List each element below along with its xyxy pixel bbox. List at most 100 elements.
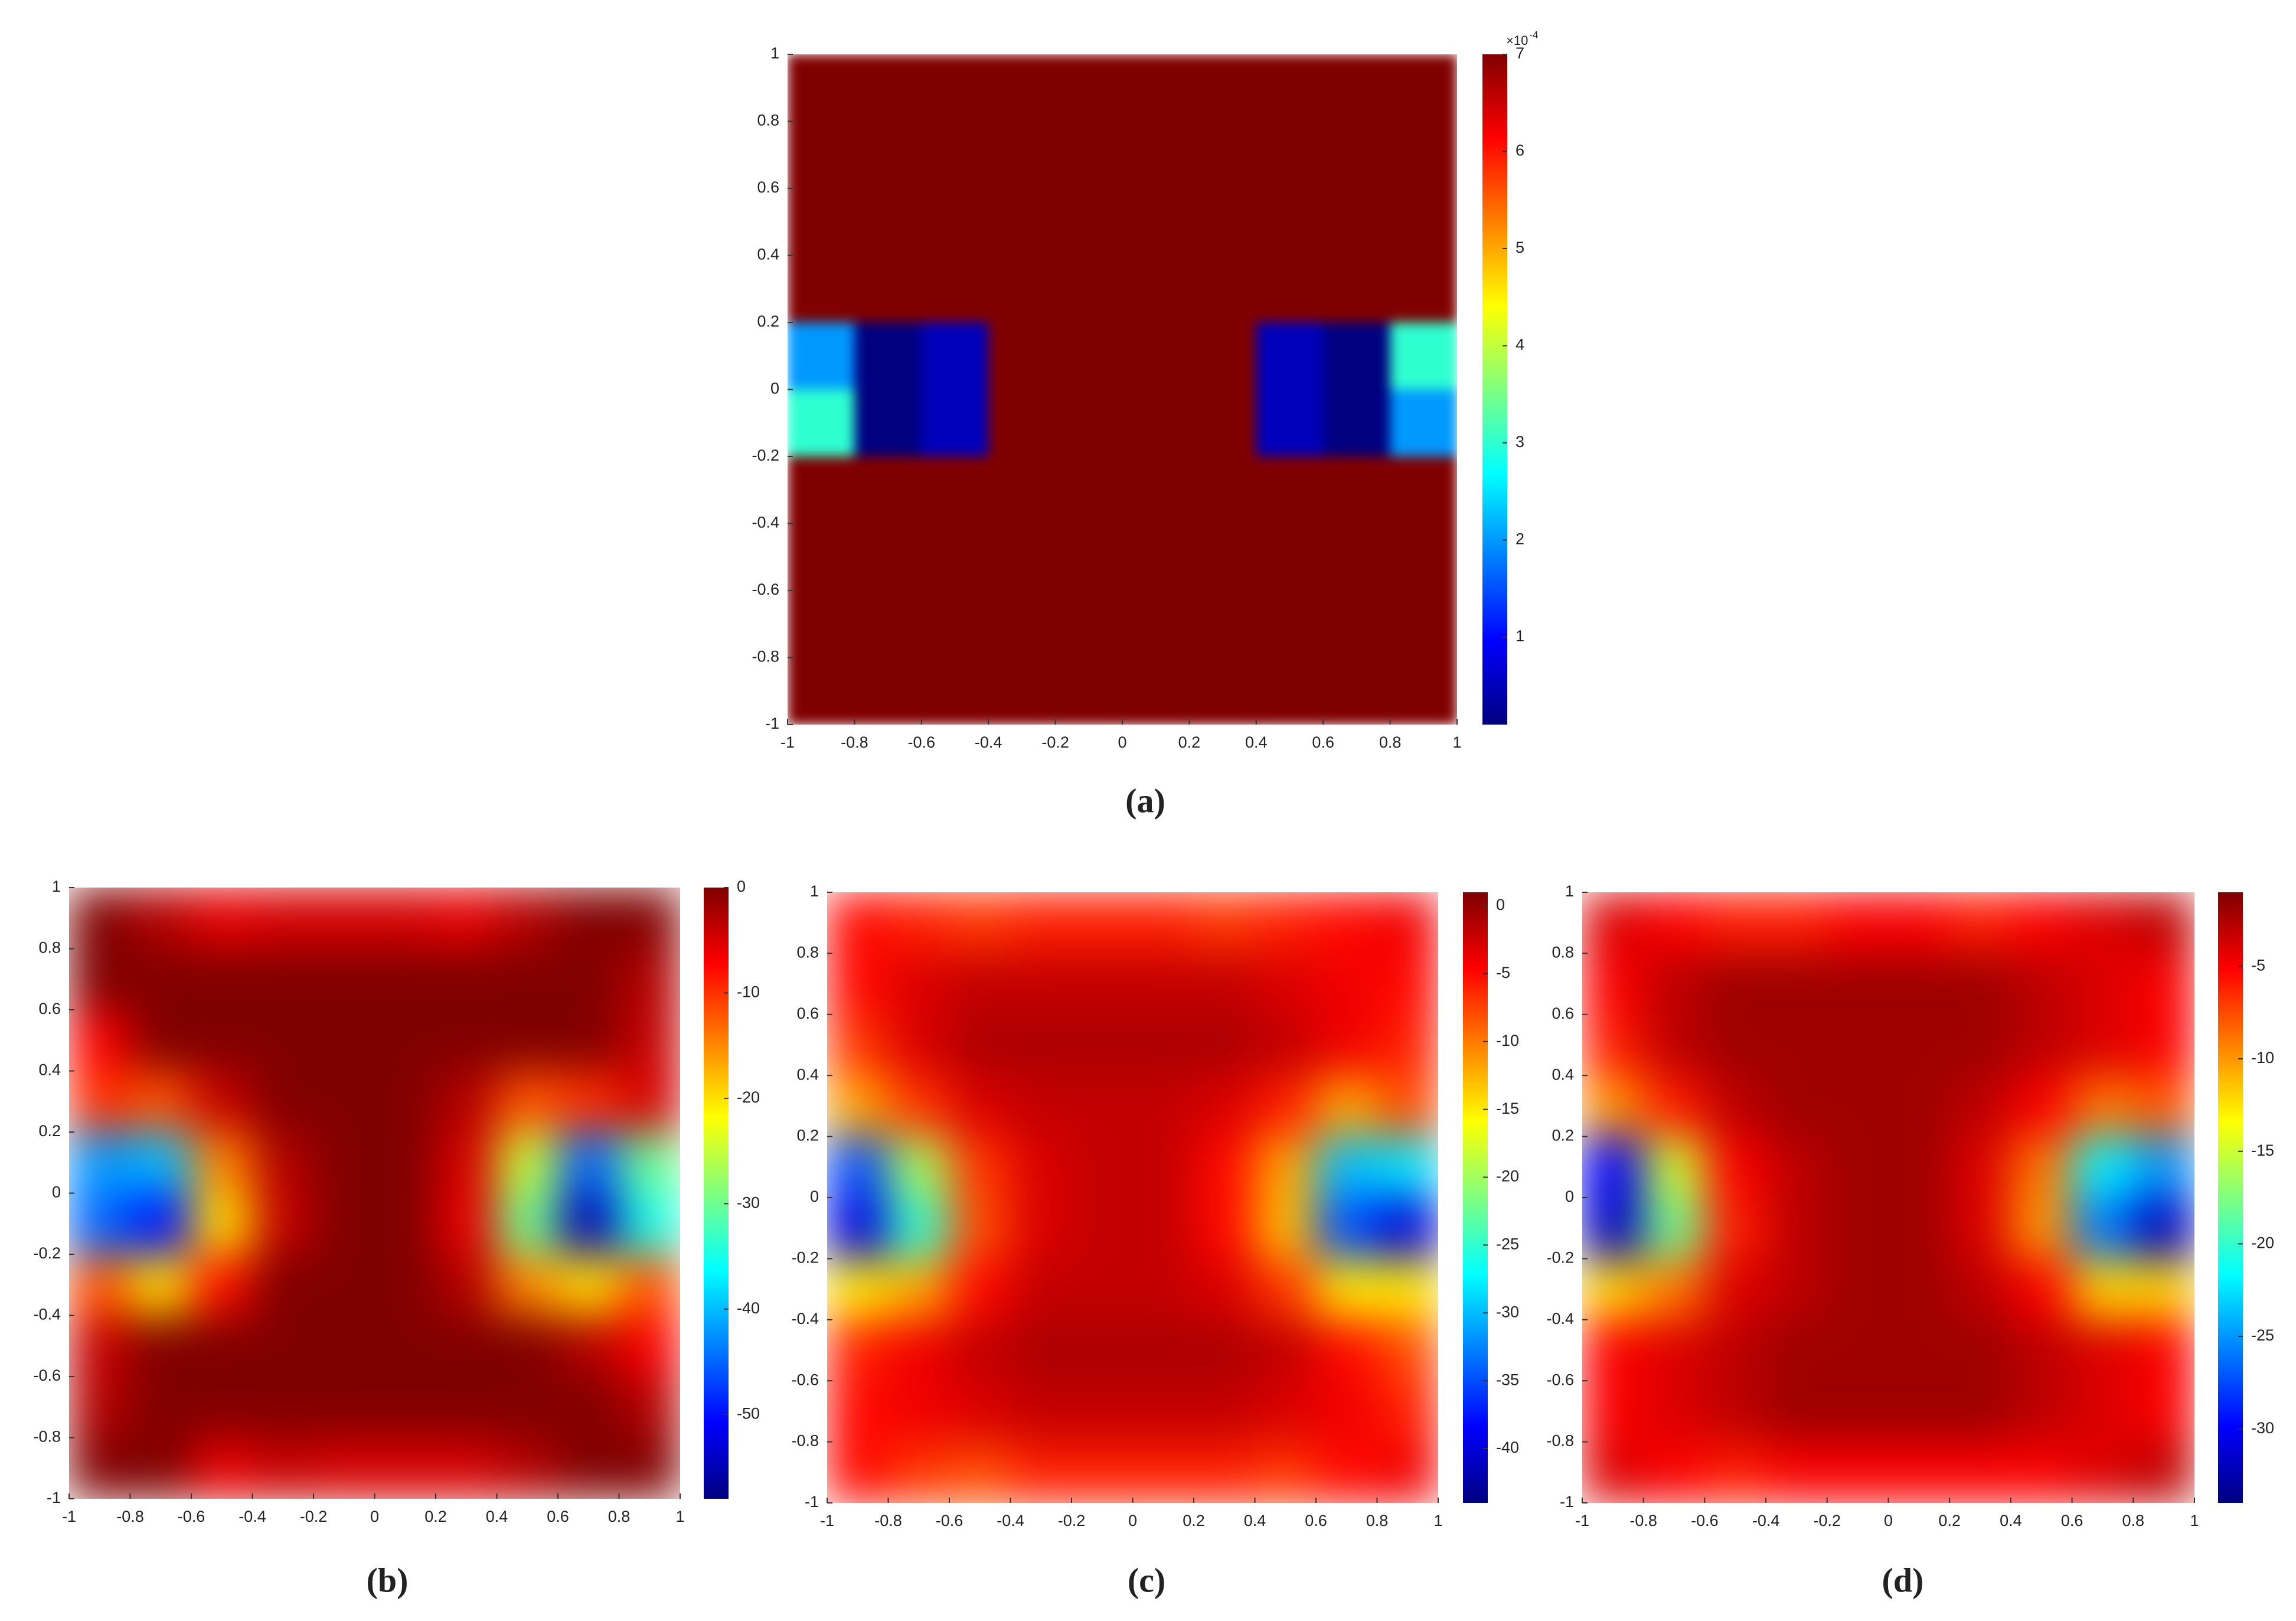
heatmap-cell <box>619 1377 680 1438</box>
heatmap-cell <box>1704 1136 1766 1198</box>
heatmap-cell <box>827 1075 889 1137</box>
heatmap-cell <box>1010 1258 1072 1320</box>
heatmap-cell <box>1643 1075 1705 1137</box>
y-tick-label: 0.8 <box>38 939 61 957</box>
heatmap-cell <box>313 1315 375 1377</box>
heatmap-cell <box>1390 188 1457 256</box>
heatmap-cell <box>921 322 989 390</box>
heatmap-cell <box>2133 892 2194 954</box>
heatmap-cell <box>130 888 192 949</box>
y-tick-label: 1 <box>810 882 819 900</box>
heatmap-cell <box>1255 1381 1317 1443</box>
y-tick-label: -0.4 <box>1546 1310 1574 1328</box>
colorbar-exponent: -4 <box>1529 29 1538 40</box>
x-tick-label: -0.8 <box>1629 1512 1657 1529</box>
heatmap-cell <box>827 1441 889 1503</box>
heatmap-cell <box>1072 1381 1133 1443</box>
colorbar-tick-label: 0 <box>1496 896 1505 914</box>
heatmap-cell <box>313 1254 375 1316</box>
heatmap-cell <box>1055 322 1123 390</box>
x-tick-label: 0.6 <box>1312 733 1334 751</box>
y-tick-label: -0.2 <box>791 1249 819 1267</box>
heatmap-cell <box>888 1014 950 1076</box>
heatmap-cell <box>1704 1381 1766 1443</box>
y-tick-label: 0.6 <box>796 1004 819 1022</box>
panel: -1 -0.8 -0.6 -0.4 -0.2 0 0.2 0.4 0.6 0.8 1 -1 -0.8 -0… <box>752 29 1538 820</box>
heatmap-cell <box>619 1315 680 1377</box>
heatmap-cell <box>1582 1258 1644 1320</box>
heatmap-cell <box>313 1010 375 1071</box>
heatmap-cell <box>1766 1258 1828 1320</box>
x-tick-label: -0.2 <box>1041 733 1069 751</box>
heatmap-cell <box>1256 188 1324 256</box>
heatmap-cell <box>1949 1381 2011 1443</box>
heatmap-cell <box>854 456 922 524</box>
heatmap-cell <box>1582 1319 1644 1381</box>
heatmap-cell <box>1189 389 1257 457</box>
heatmap-cell <box>1390 456 1457 524</box>
heatmap-cell <box>374 1071 436 1133</box>
heatmap-cell <box>1194 1381 1255 1443</box>
heatmap-cell <box>949 953 1011 1015</box>
heatmap-cell <box>1194 1136 1255 1198</box>
y-tick-label: -0.2 <box>1546 1249 1574 1267</box>
heatmap-cell <box>1390 322 1457 390</box>
colorbar-tick-label: -35 <box>1496 1371 1519 1388</box>
y-tick-label: 0.4 <box>757 246 779 263</box>
heatmap-cell <box>1010 1075 1072 1137</box>
heatmap-cell <box>1256 523 1324 591</box>
heatmap-cell <box>788 523 855 591</box>
heatmap-cell <box>1949 1136 2011 1198</box>
heatmap-cell <box>1055 255 1123 323</box>
colorbar-tick-label: 3 <box>1516 433 1524 451</box>
x-tick-label: 1 <box>1433 1512 1442 1529</box>
heatmap-cell <box>313 1377 375 1438</box>
heatmap-cell <box>1643 892 1705 954</box>
x-tick-label: -0.2 <box>300 1508 328 1525</box>
heatmap-cell <box>1255 1319 1317 1381</box>
heatmap-cell <box>1377 892 1438 954</box>
heatmap-cell <box>888 1441 950 1503</box>
heatmap-cell <box>1072 1198 1133 1259</box>
y-tick-label: -0.8 <box>33 1428 61 1446</box>
y-tick-label: -0.2 <box>752 446 779 464</box>
heatmap-cell <box>1132 1441 1194 1503</box>
heatmap-cell <box>1010 1198 1072 1259</box>
heatmap-cell <box>1704 1441 1766 1503</box>
heatmap-cell <box>1643 953 1705 1015</box>
heatmap-cell <box>1194 1441 1255 1503</box>
colorbar-tick-label: 4 <box>1516 336 1524 354</box>
heatmap-cell <box>921 591 989 658</box>
x-tick-label: -0.4 <box>975 733 1002 751</box>
colorbar-multiplier: ×10 <box>1506 33 1528 48</box>
heatmap-cell <box>2072 1441 2134 1503</box>
heatmap-cell <box>2010 1198 2073 1259</box>
heatmap-cell <box>1189 657 1257 725</box>
heatmap-cell <box>374 1315 436 1377</box>
x-tick-label: -1 <box>820 1512 834 1529</box>
heatmap-cell <box>191 1254 253 1316</box>
heatmap-cell <box>1189 322 1257 390</box>
heatmap-cell <box>69 1377 130 1438</box>
heatmap-cell <box>1010 892 1072 954</box>
x-tick-label: -0.2 <box>1814 1512 1841 1529</box>
colorbar-tick-label: -5 <box>2251 956 2265 974</box>
heatmap-cell <box>2010 1136 2073 1198</box>
colorbar-tick-label: -20 <box>737 1088 760 1106</box>
y-tick-label: -0.8 <box>791 1432 819 1450</box>
heatmap-cell <box>1643 1319 1705 1381</box>
y-tick-label: 1 <box>52 878 61 895</box>
heatmap-cell <box>827 1014 889 1076</box>
y-tick-label: -0.4 <box>33 1306 61 1323</box>
x-tick-label: 1 <box>675 1508 684 1525</box>
heatmap-cell <box>921 523 989 591</box>
heatmap-cell <box>1390 523 1457 591</box>
heatmap-cell <box>436 1315 497 1377</box>
heatmap-cell <box>1072 1014 1133 1076</box>
colorbar-tick-label: -30 <box>737 1193 760 1211</box>
heatmap-cell <box>1888 1014 1950 1076</box>
heatmap-cell <box>988 657 1056 725</box>
heatmap-cell <box>988 54 1056 122</box>
heatmap-cell <box>1055 389 1123 457</box>
x-tick-label: 0.6 <box>2061 1512 2083 1529</box>
